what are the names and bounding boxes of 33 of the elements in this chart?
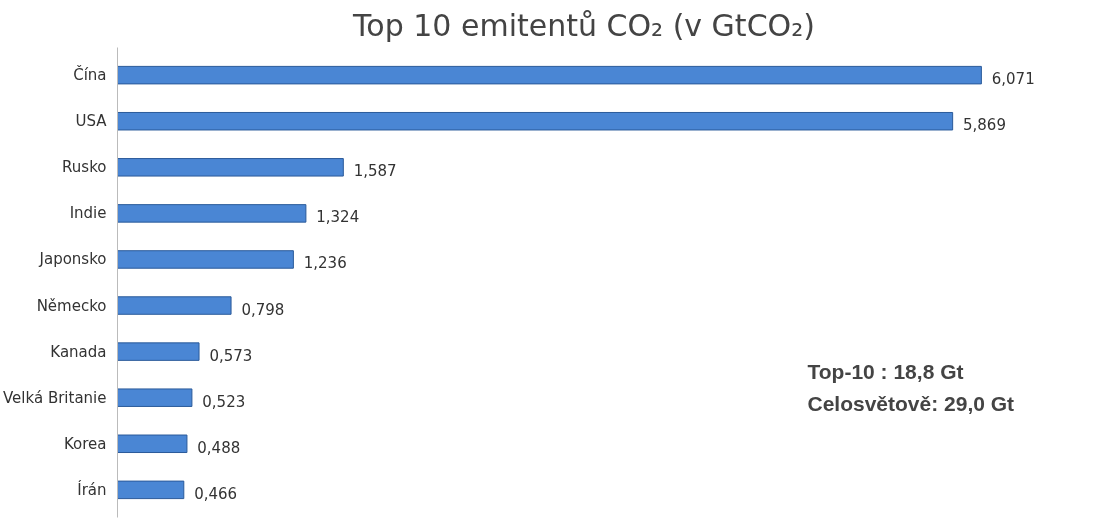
y-tick-label: Rusko (62, 158, 107, 177)
y-tick-label: Kanada (50, 342, 107, 361)
y-tick-label: Japonsko (38, 250, 107, 269)
bar (117, 111, 954, 131)
y-tick-label: Čína (73, 65, 107, 85)
data-label: 1,324 (316, 208, 360, 227)
bar (117, 342, 200, 361)
data-label: 0,573 (209, 346, 253, 365)
bar (117, 158, 344, 177)
y-tick-label: Německo (36, 296, 107, 315)
data-label: 0,798 (241, 300, 285, 319)
y-tick-label: Indie (69, 204, 107, 223)
bar (117, 296, 232, 315)
data-label: 0,488 (197, 438, 241, 457)
bar (117, 204, 307, 223)
bar (117, 250, 294, 269)
y-tick-label: Írán (77, 479, 107, 499)
bar (117, 388, 193, 407)
data-label: 5,869 (963, 116, 1006, 135)
y-tick-label: USA (75, 112, 108, 131)
annotation: Celosvětově: 29,0 Gt (807, 391, 1015, 415)
bar (117, 480, 185, 500)
data-label: 0,466 (194, 484, 238, 503)
chart-title: Top 10 emitentů CO₂ (v GtCO₂) (352, 7, 815, 43)
y-tick-label: Velká Britanie (3, 388, 107, 407)
data-label: 1,587 (353, 162, 397, 181)
bar (117, 65, 982, 85)
y-tick-label: Korea (63, 434, 107, 453)
bar (117, 434, 188, 454)
data-label: 1,236 (303, 254, 347, 273)
data-label: 0,523 (202, 392, 246, 411)
annotation: Top-10 : 18,8 Gt (807, 359, 964, 383)
data-label: 6,071 (991, 70, 1035, 89)
